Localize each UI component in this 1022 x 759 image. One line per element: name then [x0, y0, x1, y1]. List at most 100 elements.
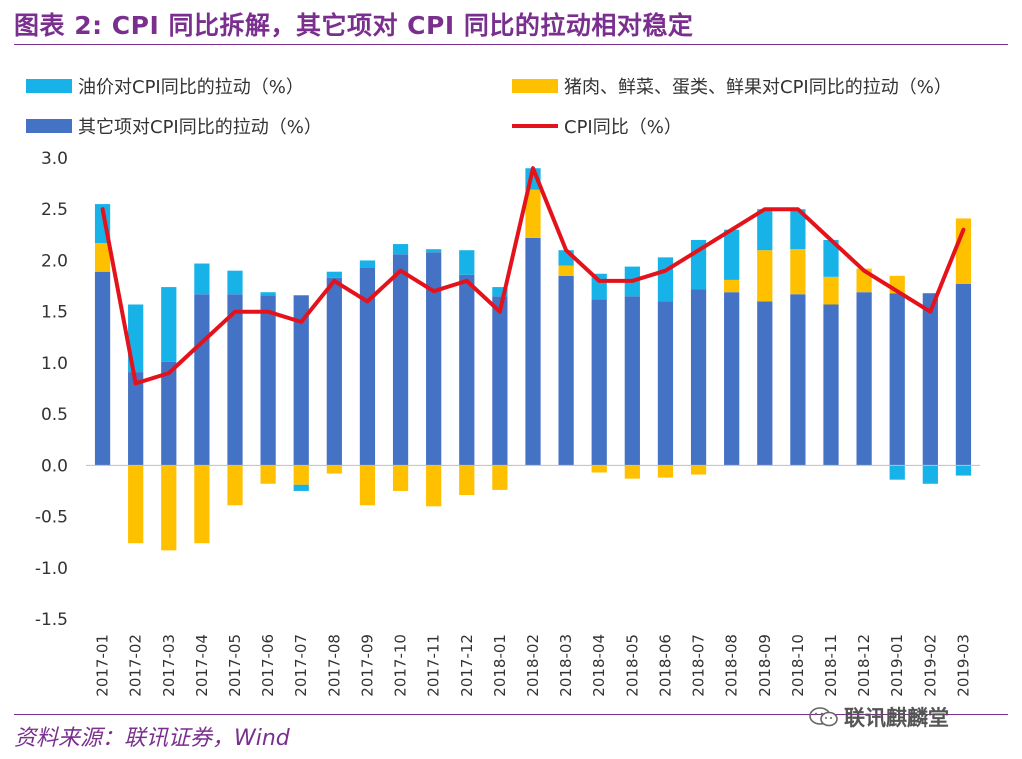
bar-2017-04-s2: [194, 263, 210, 295]
bar-2018-11-s2: [823, 239, 839, 277]
watermark: 联讯麒麟堂: [808, 702, 949, 732]
x-tick-label: 2018-06: [656, 634, 674, 697]
legend-swatch-oil: [26, 79, 72, 93]
x-tick-label: 2017-05: [226, 634, 244, 697]
x-tick-label: 2018-11: [822, 634, 840, 697]
bar-2017-04-s0: [194, 294, 210, 466]
bar-2018-10-s0: [790, 294, 806, 466]
bar-2018-09-s2: [757, 209, 773, 251]
bar-2017-05-s1: [227, 465, 243, 506]
bar-2018-06-s2: [657, 257, 674, 302]
bar-2018-08-s1: [724, 279, 740, 293]
bar-2018-04-s1: [591, 465, 607, 473]
bar-2017-11-s0: [426, 252, 442, 466]
bar-2018-01-s0: [492, 296, 508, 466]
bar-2018-07-s0: [690, 289, 707, 466]
bar-2017-03-s1: [161, 465, 177, 551]
bar-2019-02-s0: [922, 293, 938, 466]
bar-2017-11-s2: [426, 249, 442, 253]
bar-2017-06-s2: [260, 292, 276, 296]
bar-2018-03-s0: [558, 275, 574, 466]
y-axis: 3.0 2.5 2.0 1.5 1.0 0.5 0.0 -0.5 -1.0 -1.5: [35, 149, 68, 630]
source-note: 资料来源：联讯证券，Wind: [14, 726, 290, 751]
bar-2017-12-s0: [459, 274, 475, 466]
bar-2017-01-s1: [94, 243, 111, 272]
page-title: 图表 2: CPI 同比拆解，其它项对 CPI 同比的拉动相对稳定: [14, 11, 694, 40]
wechat-icon: [809, 707, 838, 727]
legend-item-food: 猪肉、鲜菜、蛋类、鲜果对CPI同比的拉动（%）: [512, 73, 952, 99]
bar-2019-01-s2: [889, 465, 905, 480]
x-tick-label: 2017-09: [358, 634, 376, 697]
bar-2017-08-s2: [326, 271, 342, 278]
bar-2017-09-s1: [359, 465, 376, 506]
bar-2018-09-s1: [757, 250, 773, 302]
bar-2018-06-s1: [657, 465, 674, 478]
bars: [94, 168, 972, 551]
y-tick-label: 0.5: [41, 405, 68, 425]
bar-2017-10-s1: [392, 465, 409, 491]
x-tick-label: 2017-04: [193, 634, 211, 697]
bar-2017-06-s1: [260, 465, 276, 484]
bar-2018-06-s0: [657, 301, 674, 466]
bar-2017-05-s2: [227, 270, 243, 295]
x-tick-label: 2018-01: [491, 634, 509, 697]
bar-2017-02-s0: [128, 372, 144, 466]
x-tick-label: 2017-06: [259, 634, 277, 697]
bar-2017-03-s0: [161, 361, 177, 466]
x-tick-label: 2017-07: [292, 634, 310, 697]
bar-2018-10-s2: [790, 209, 806, 250]
bar-2018-12-s0: [856, 292, 872, 466]
bar-2017-07-s1: [293, 465, 309, 485]
bar-2019-03-s2: [955, 465, 972, 476]
bar-2018-11-s1: [823, 276, 839, 305]
bar-2018-08-s0: [724, 292, 740, 466]
bar-2018-10-s1: [790, 249, 806, 295]
x-tick-label: 2019-02: [921, 634, 939, 697]
x-tick-label: 2019-01: [888, 634, 906, 697]
x-tick-label: 2017-10: [392, 634, 410, 697]
bar-2018-02-s0: [525, 237, 541, 466]
y-tick-label: 2.5: [41, 200, 68, 220]
y-tick-label: -1.0: [35, 559, 68, 579]
bar-2017-07-s2: [293, 484, 309, 491]
bar-2018-01-s2: [492, 287, 508, 297]
bar-2017-12-s1: [459, 465, 475, 496]
legend-label-other: 其它项对CPI同比的拉动（%）: [78, 117, 322, 138]
x-tick-label: 2018-09: [756, 634, 774, 697]
bar-2019-02-s2: [922, 465, 938, 484]
legend-item-oil: 油价对CPI同比的拉动（%）: [26, 73, 304, 99]
legend-item-other: 其它项对CPI同比的拉动（%）: [26, 113, 322, 139]
bar-2018-05-s0: [624, 296, 640, 466]
bar-2017-05-s0: [227, 294, 243, 466]
x-tick-label: 2017-01: [94, 634, 112, 697]
x-tick-label: 2018-10: [789, 634, 807, 697]
bar-2018-03-s1: [558, 265, 574, 276]
bar-2017-07-s0: [293, 295, 309, 466]
x-tick-label: 2017-02: [127, 634, 145, 697]
bar-2017-12-s2: [459, 250, 475, 275]
x-axis: 2017-01 2017-02 2017-03 2017-04 2017-05 2017-…: [94, 634, 973, 697]
bar-2018-09-s0: [757, 301, 773, 466]
legend-label-food: 猪肉、鲜菜、蛋类、鲜果对CPI同比的拉动（%）: [564, 77, 952, 98]
bar-2018-02-s1: [525, 189, 541, 238]
title-divider: [14, 44, 1008, 45]
bar-2017-01-s0: [94, 271, 111, 466]
watermark-text: 联讯麒麟堂: [844, 706, 949, 730]
footer-divider: [14, 714, 1008, 715]
bar-2019-01-s0: [889, 293, 905, 466]
legend-swatch-cpi: [512, 124, 558, 128]
y-tick-label: 3.0: [41, 149, 68, 169]
bar-2018-08-s2: [724, 229, 740, 280]
x-tick-label: 2019-03: [954, 634, 972, 697]
x-tick-label: 2018-03: [557, 634, 575, 697]
bar-2018-01-s1: [492, 465, 508, 490]
bar-2017-08-s1: [326, 465, 342, 474]
x-tick-label: 2017-11: [425, 634, 443, 697]
legend-label-oil: 油价对CPI同比的拉动（%）: [78, 77, 304, 98]
x-tick-label: 2018-08: [723, 634, 741, 697]
bar-2017-04-s1: [194, 465, 210, 544]
bar-2017-06-s0: [260, 295, 276, 466]
legend-label-cpi: CPI同比（%）: [564, 117, 682, 138]
legend-item-cpi: CPI同比（%）: [512, 113, 682, 139]
